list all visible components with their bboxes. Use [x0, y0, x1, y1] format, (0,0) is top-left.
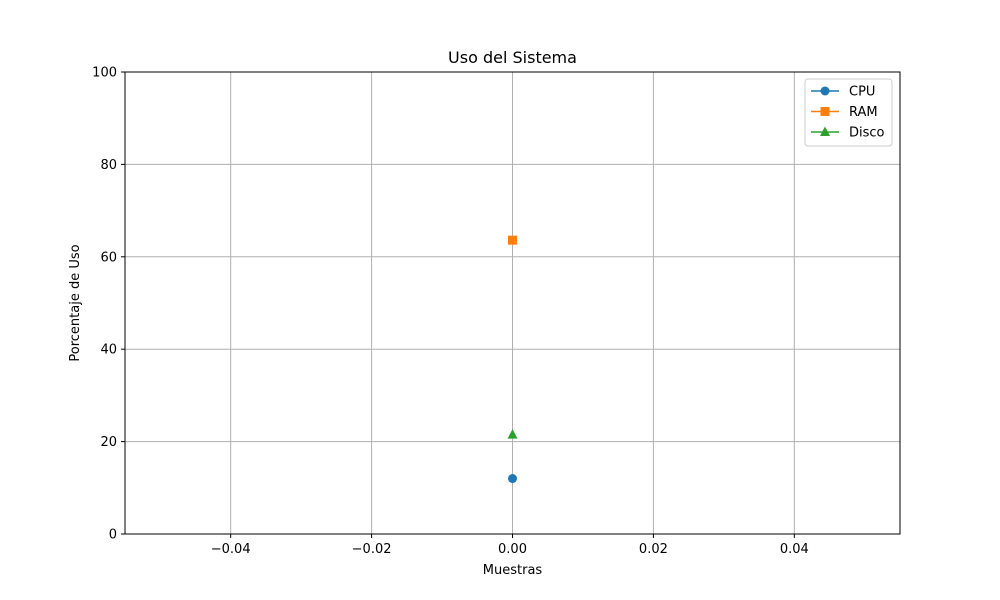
y-tick-label: 40 — [100, 343, 117, 358]
legend-marker — [820, 107, 830, 116]
y-tick-label: 80 — [100, 158, 117, 173]
y-tick-label: 100 — [92, 66, 117, 81]
x-axis-title: Muestras — [483, 563, 543, 578]
legend: CPU RAM Disco — [804, 78, 893, 147]
y-axis-ticks: 0 20 40 60 80 100 — [92, 66, 125, 543]
x-tick-label: 0.02 — [639, 542, 668, 557]
chart-title: Uso del Sistema — [448, 48, 577, 67]
y-tick-label: 60 — [100, 250, 117, 265]
data-point-cpu — [508, 474, 517, 484]
x-axis-ticks: −0.04 −0.02 0.00 0.02 0.04 — [211, 534, 809, 557]
legend-marker — [820, 86, 830, 96]
data-point-ram — [508, 235, 517, 245]
legend-marker — [820, 126, 830, 136]
x-tick-label: 0.00 — [498, 542, 527, 557]
x-tick-label: −0.04 — [211, 542, 251, 557]
legend-item-cpu: CPU — [811, 85, 875, 100]
y-tick-label: 20 — [100, 435, 117, 450]
legend-item-ram: RAM — [811, 105, 878, 120]
x-tick-label: 0.04 — [780, 542, 809, 557]
y-tick-label: 0 — [109, 528, 117, 543]
data-point-disco — [507, 429, 518, 439]
legend-item-disco: Disco — [811, 126, 885, 141]
legend-label: CPU — [849, 85, 875, 100]
legend-label: Disco — [849, 126, 885, 141]
legend-label: RAM — [849, 105, 878, 120]
series-markers — [507, 235, 518, 484]
y-axis-title: Porcentaje de Uso — [68, 244, 83, 361]
legend-box — [804, 78, 893, 147]
x-tick-label: −0.02 — [352, 542, 392, 557]
